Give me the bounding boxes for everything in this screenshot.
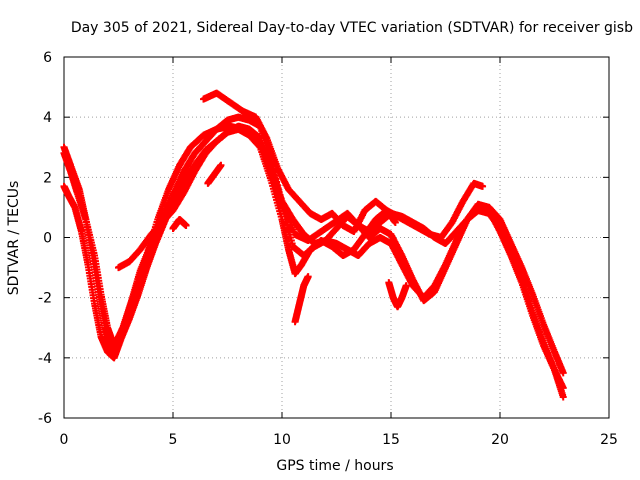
y-tick-label: -6 xyxy=(38,411,52,427)
y-tick-label: 6 xyxy=(43,50,52,66)
series-track-5 xyxy=(115,125,487,278)
y-tick-label: 0 xyxy=(43,231,52,247)
series-fragment-d xyxy=(204,161,225,187)
data-point xyxy=(182,221,190,229)
x-tick-label: 10 xyxy=(273,432,291,448)
data-point xyxy=(217,161,225,169)
y-tick-label: -2 xyxy=(38,291,52,307)
x-tick-label: 15 xyxy=(382,432,400,448)
y-tick-label: -4 xyxy=(38,351,52,367)
series-track-3 xyxy=(60,122,567,401)
data-point xyxy=(304,273,312,281)
y-tick-label: 4 xyxy=(43,110,52,126)
x-tick-label: 20 xyxy=(491,432,509,448)
x-tick-label: 25 xyxy=(600,432,618,448)
data-point xyxy=(402,282,410,290)
x-tick-label: 5 xyxy=(169,432,178,448)
series-fragment-c xyxy=(169,215,190,232)
x-tick-label: 0 xyxy=(60,432,69,448)
data-points xyxy=(60,89,567,401)
x-axis-label: GPS time / hours xyxy=(276,458,393,474)
data-point xyxy=(559,393,567,401)
axis-ticks: 0 5 10 15 20 25 -6 -4 -2 0 2 4 6 xyxy=(38,50,618,448)
series-track-4 xyxy=(200,89,399,235)
chart-title: Day 305 of 2021, Sidereal Day-to-day VTE… xyxy=(71,20,633,36)
data-point xyxy=(479,182,487,190)
series-fragment-a xyxy=(291,273,312,326)
y-tick-label: 2 xyxy=(43,170,52,186)
data-point xyxy=(559,369,567,377)
y-axis-label: SDTVAR / TECUs xyxy=(6,181,22,296)
data-point xyxy=(391,218,399,226)
series-fragment-b xyxy=(385,279,410,311)
